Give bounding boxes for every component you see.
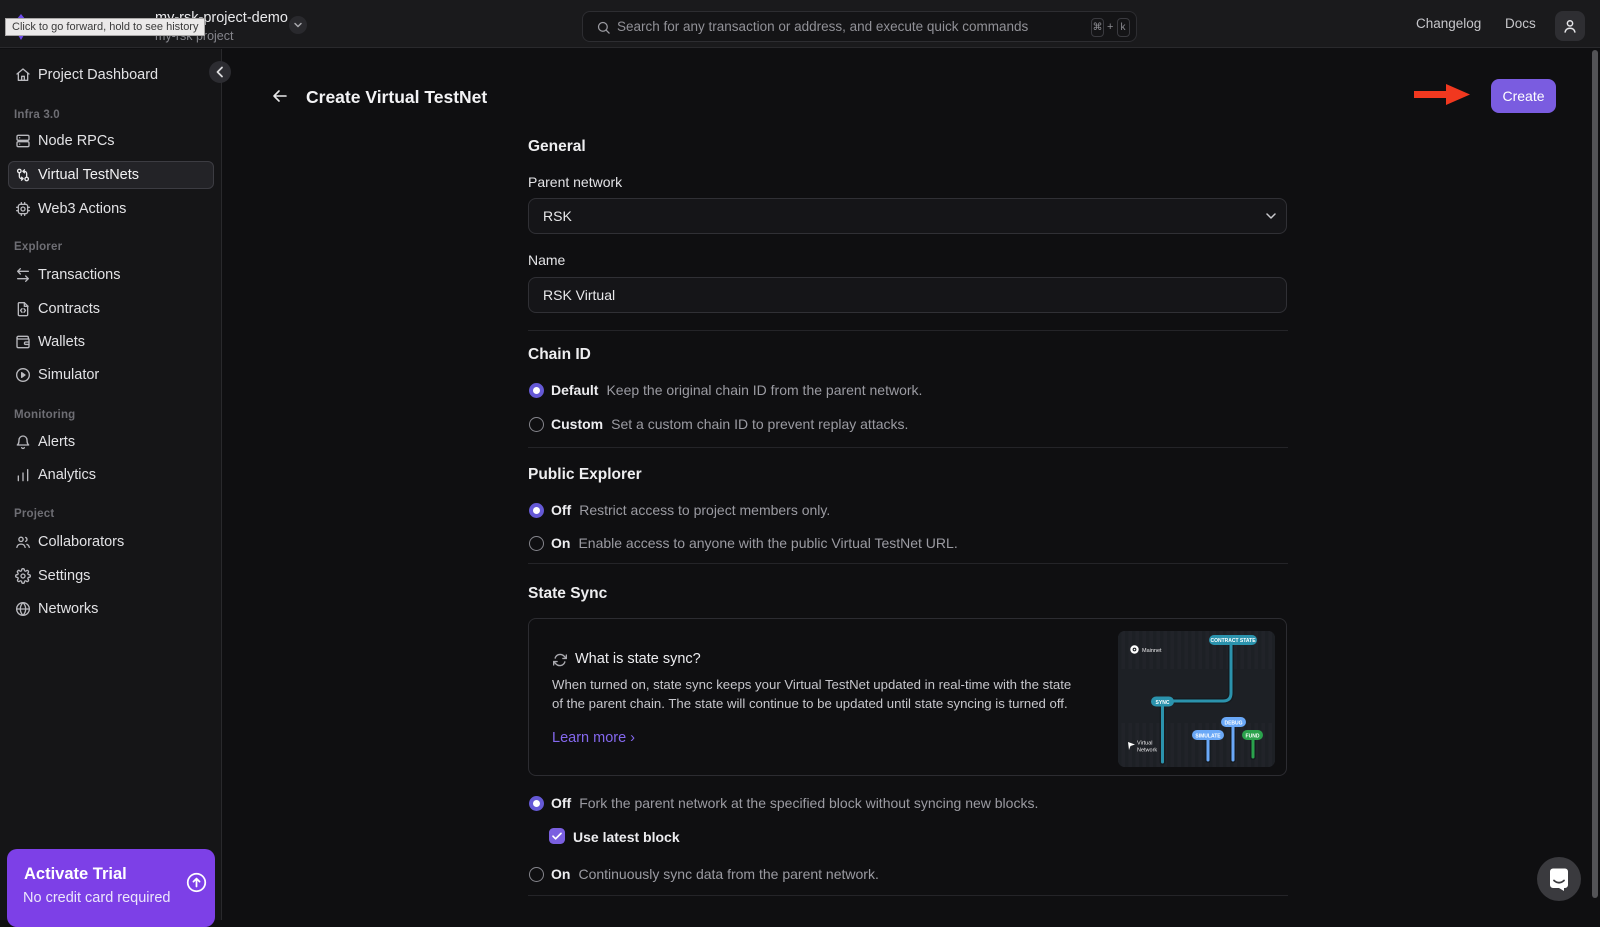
svg-text:Mainnet: Mainnet xyxy=(1142,648,1162,654)
svg-text:Virtual: Virtual xyxy=(1137,741,1153,747)
svg-text:SYNC: SYNC xyxy=(1156,700,1170,706)
svg-text:SIMULATE: SIMULATE xyxy=(1195,733,1221,739)
svg-text:DEBUG: DEBUG xyxy=(1224,720,1242,726)
svg-text:CONTRACT STATE: CONTRACT STATE xyxy=(1210,638,1256,644)
svg-text:Network: Network xyxy=(1137,748,1157,754)
svg-text:FUND: FUND xyxy=(1246,733,1260,739)
